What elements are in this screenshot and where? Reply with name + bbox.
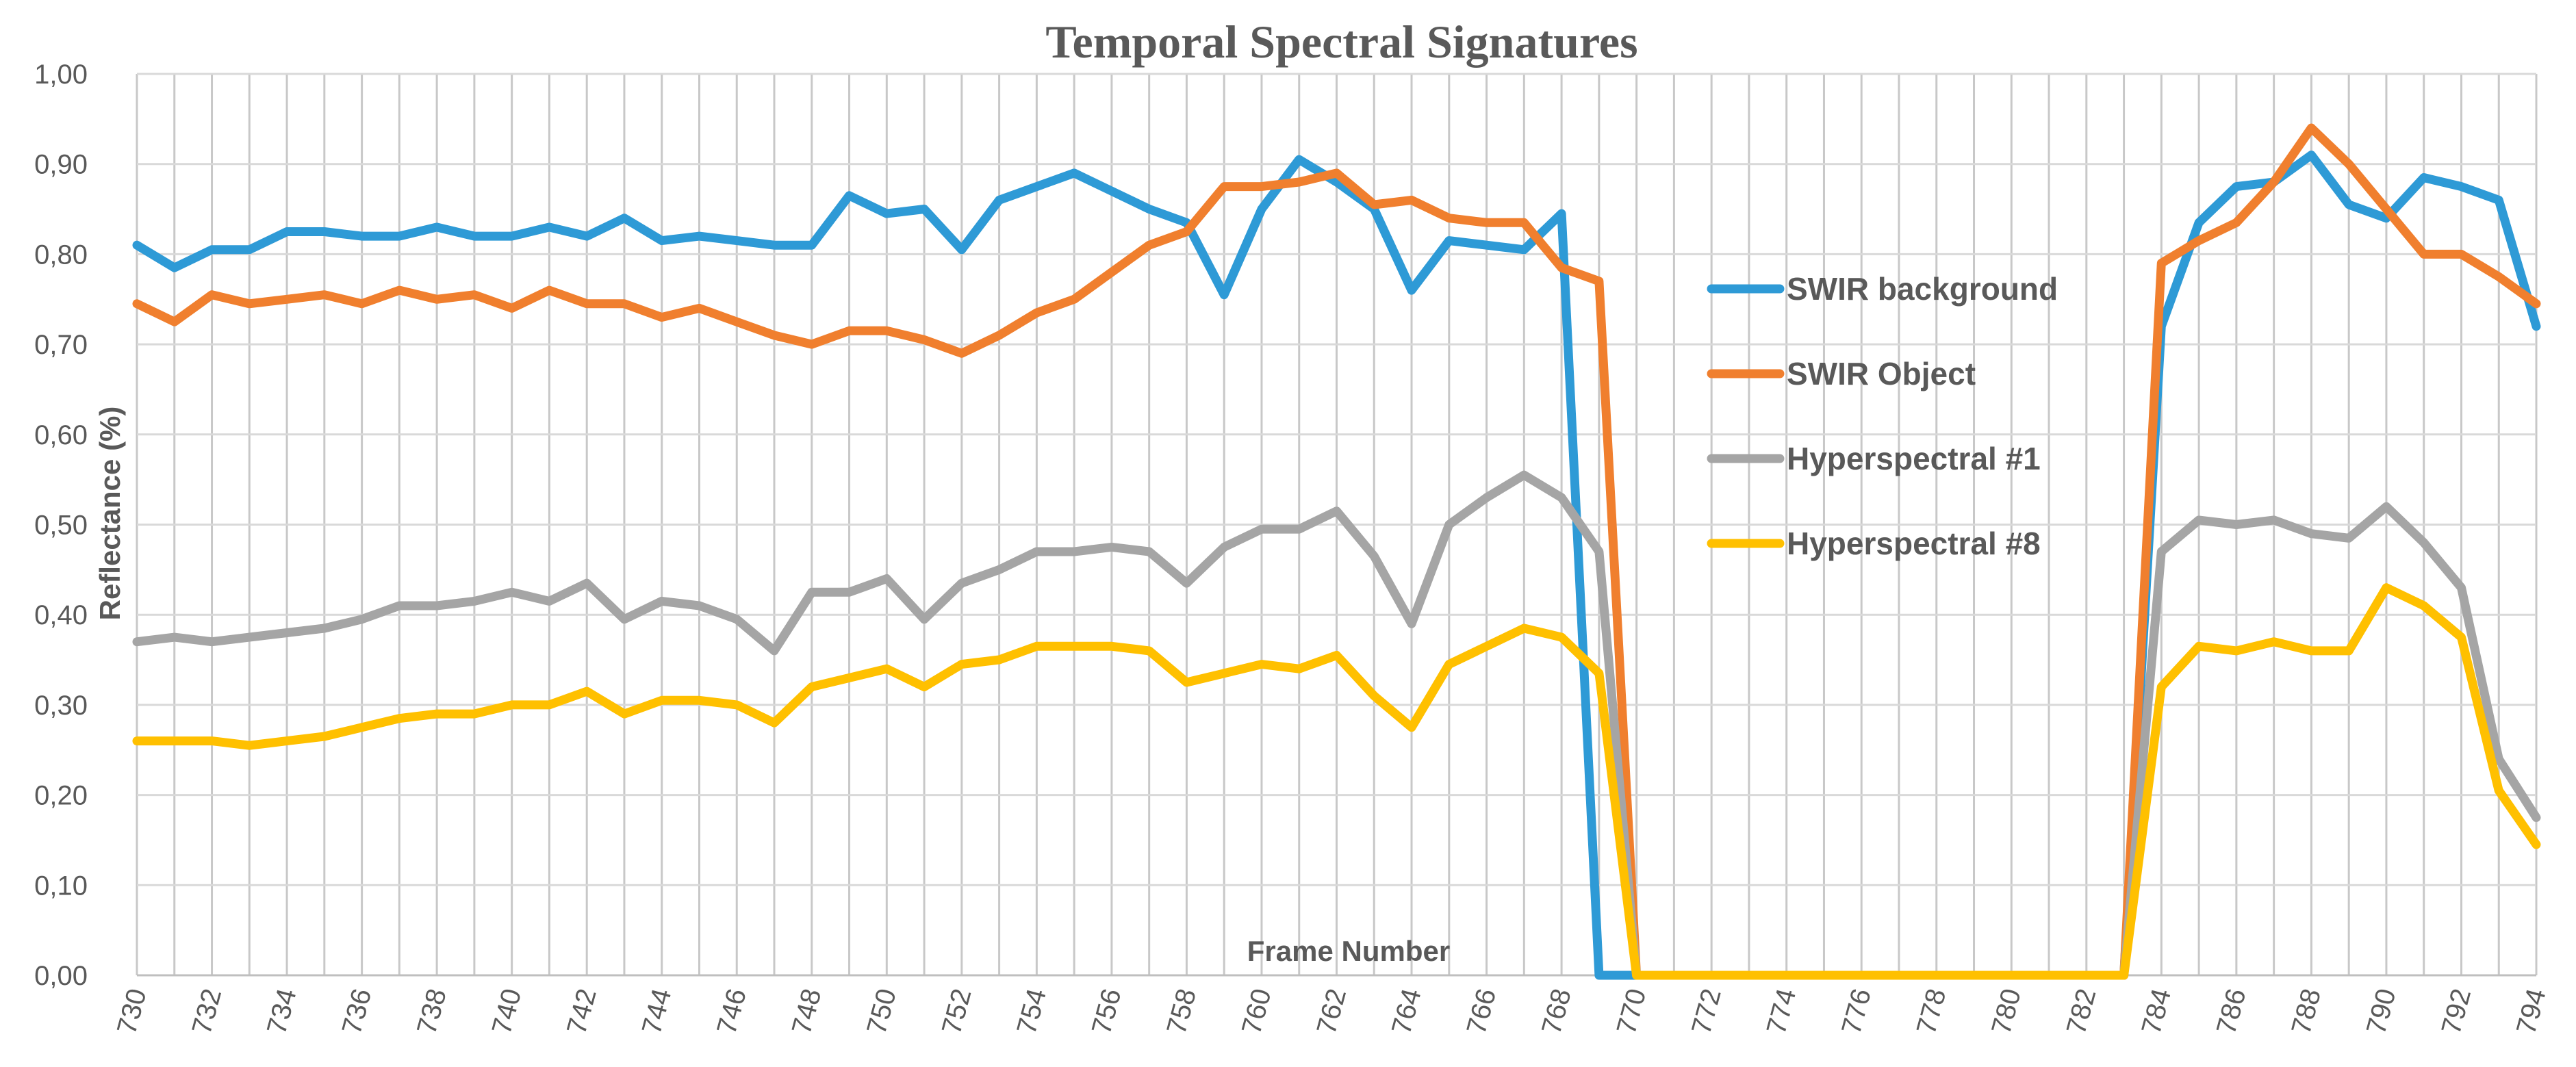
x-axis-label: Frame Number bbox=[1247, 935, 1450, 967]
y-tick-label: 0,30 bbox=[34, 691, 88, 721]
series-line-swir-object bbox=[132, 123, 2541, 980]
y-tick-label: 0,70 bbox=[34, 330, 88, 360]
legend: SWIR background SWIR Object Hyperspectral … bbox=[1707, 271, 2058, 561]
y-tick-label: 0,60 bbox=[34, 420, 88, 450]
y-tick-label: 1,00 bbox=[34, 60, 88, 90]
legend-label-hyperspectral-8: Hyperspectral #8 bbox=[1787, 526, 2041, 561]
y-tick-label: 0,90 bbox=[34, 150, 88, 180]
y-tick-label: 0,00 bbox=[34, 961, 88, 991]
y-tick-label: 0,40 bbox=[34, 600, 88, 630]
series-lines bbox=[132, 123, 2541, 980]
legend-label-swir-object: SWIR Object bbox=[1787, 356, 1976, 391]
chart-title: Temporal Spectral Signatures bbox=[1045, 16, 1637, 68]
y-tick-label: 0,80 bbox=[34, 240, 88, 270]
series-line-hyperspectral-8 bbox=[132, 583, 2541, 980]
y-tick-label: 0,50 bbox=[34, 511, 88, 541]
legend-label-hyperspectral-1: Hyperspectral #1 bbox=[1787, 441, 2041, 476]
y-tick-label: 0,10 bbox=[34, 871, 88, 901]
y-tick-label: 0,20 bbox=[34, 781, 88, 811]
y-axis-label: Reflectance (%) bbox=[94, 407, 126, 621]
legend-label-swir-background: SWIR background bbox=[1787, 271, 2058, 307]
series-line-hyperspectral-1 bbox=[132, 470, 2541, 980]
